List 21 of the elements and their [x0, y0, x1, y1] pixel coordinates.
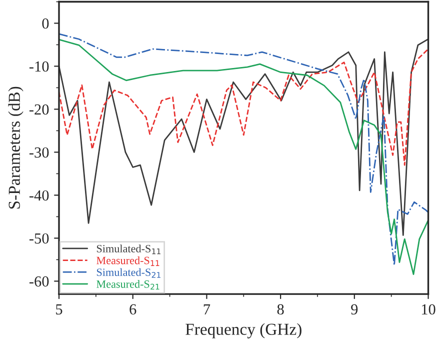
x-tick-label: 9 [351, 304, 358, 315]
y-axis-title: S-Parameters (dB) [8, 86, 24, 209]
legend-label: Simulated-S$_{21}$ [96, 268, 160, 278]
y-tick-label: -40 [29, 190, 49, 201]
legend-label: Measured-S$_{21}$ [96, 280, 160, 290]
y-tick-label: -30 [29, 147, 49, 158]
x-tick-label: 10 [422, 304, 436, 315]
y-tick-label: -10 [29, 61, 49, 72]
y-tick-label: -60 [29, 276, 49, 287]
line-series [58, 48, 428, 166]
x-tick-label: 8 [277, 304, 284, 315]
y-tick-label: -50 [29, 233, 49, 244]
x-axis-title: Frequency (GHz) [186, 323, 302, 338]
legend-label: Simulated-S$_{11}$ [96, 244, 160, 254]
y-tick-label: 0 [42, 18, 49, 29]
x-tick-label: 5 [56, 304, 62, 315]
line-series [58, 38, 428, 236]
x-tick-label: 7 [204, 304, 210, 314]
x-tick-label: 6 [130, 304, 136, 315]
legend-label: Measured-S$_{11}$ [96, 256, 160, 266]
y-tick-label: -20 [29, 104, 49, 115]
